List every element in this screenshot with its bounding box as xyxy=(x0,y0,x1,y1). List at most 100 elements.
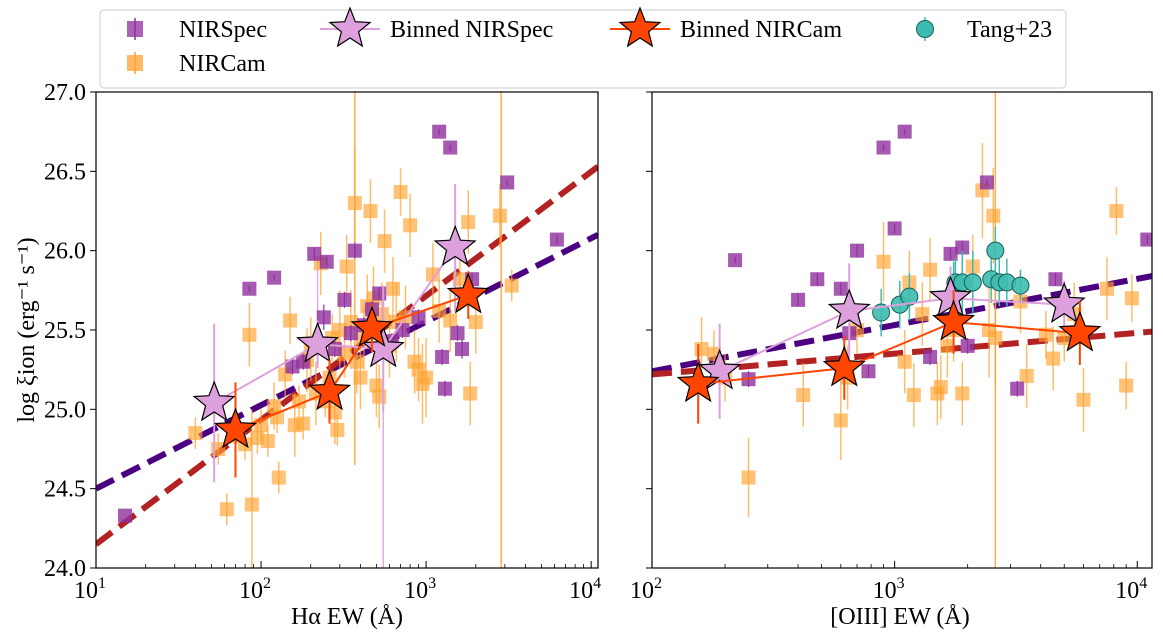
right-nircam-point xyxy=(1076,392,1091,407)
right-nircam-point xyxy=(1109,204,1124,218)
left-nirspec-point xyxy=(337,292,352,307)
right-nirspec-point xyxy=(861,364,876,379)
left-fit-red-line xyxy=(96,164,598,547)
left-binned-nircam-line xyxy=(235,294,469,431)
right-nirspec-point xyxy=(923,349,938,364)
left-nircam-point xyxy=(463,386,478,401)
left-fit-purple-line xyxy=(96,232,598,492)
left-nircam-point xyxy=(419,370,434,385)
left-xtick-label: 102 xyxy=(239,575,271,604)
left-nirspec-point xyxy=(455,342,470,357)
legend-item-binned-nirspec: Binned NIRSpec xyxy=(320,6,553,48)
legend-circle-marker xyxy=(916,20,934,38)
left-nirspec-point xyxy=(242,281,257,296)
left-nircam-point xyxy=(353,370,368,385)
legend-star-marker xyxy=(618,6,662,48)
left-binned-nirspec-star xyxy=(433,224,477,266)
left-nircam-point xyxy=(452,272,467,287)
left-nircam-point xyxy=(219,502,234,517)
left-nircam-point xyxy=(296,416,311,431)
right-nirspec-point xyxy=(897,124,912,139)
left-nircam-point xyxy=(327,405,342,420)
right-nircam-point xyxy=(1124,291,1139,306)
legend-label: NIRSpec xyxy=(179,17,267,43)
right-binned-nirspec-star xyxy=(1042,281,1086,323)
left-ytick-label: 26.0 xyxy=(44,239,86,265)
left-nirspec-point xyxy=(118,508,133,523)
left-nirspec-point xyxy=(347,243,362,258)
left-nircam-point xyxy=(432,303,447,318)
left-nircam-point xyxy=(461,215,476,230)
left-nirspec-point xyxy=(437,381,452,396)
right-xlabel: [OIII] EW (Å) xyxy=(830,604,970,630)
right-nircam-point xyxy=(876,254,891,269)
right-nircam-point xyxy=(796,388,811,403)
left-nircam-point xyxy=(468,315,483,330)
right-nircam-point xyxy=(923,262,938,277)
left-nirspec-point xyxy=(443,140,458,155)
left-nirspec-point xyxy=(549,232,564,247)
right-nircam-point xyxy=(988,330,1003,345)
left-xlabel: Hα EW (Å) xyxy=(291,604,403,630)
right-nirspec-point xyxy=(1048,272,1063,287)
right-binned-nircam-star xyxy=(822,345,866,387)
right-tang-point xyxy=(900,287,919,306)
right-nirspec-point xyxy=(943,246,958,261)
left-binned-nirspec-star xyxy=(296,321,340,363)
left-nircam-point xyxy=(242,327,257,342)
right-binned-nirspec-star xyxy=(698,348,742,390)
left-nircam-point xyxy=(363,204,378,218)
left-ytick-label: 25.5 xyxy=(44,318,86,344)
right-nircam-point xyxy=(906,388,921,403)
right-nirspec-point xyxy=(728,253,743,268)
left-nircam-point xyxy=(283,313,298,328)
right-binned-nirspec-star xyxy=(827,288,871,330)
right-nirspec-point xyxy=(833,281,848,296)
right-nirspec-point xyxy=(876,140,891,155)
left-nirspec-point xyxy=(307,246,322,261)
right-nircam-point xyxy=(1119,378,1134,393)
left-nirspec-point xyxy=(500,175,515,190)
left-nircam-point xyxy=(343,315,358,330)
right-nircam-point xyxy=(1046,351,1061,366)
right-nircam-point xyxy=(741,470,756,485)
right-binned-nircam-star xyxy=(676,361,720,403)
legend-square-marker xyxy=(127,21,143,37)
left-ylabel: log ξion (erg⁻¹ s⁻¹) xyxy=(14,237,40,422)
left-nircam-point xyxy=(385,281,400,296)
left-nirspec-point xyxy=(267,270,282,285)
right-ticks: 102 103 104 xyxy=(630,91,1147,604)
legend-item-tang-23: Tang+23 xyxy=(916,17,1052,43)
right-nirspec-point xyxy=(960,338,975,353)
left-nircam-point xyxy=(244,497,259,512)
left-ytick-label: 27.0 xyxy=(44,80,86,106)
legend-square-marker xyxy=(127,55,143,71)
left-panel: 101 102 103 10424.024.525.025.526.026.527.0… xyxy=(14,80,601,630)
left-binned-nirspec-star xyxy=(192,380,236,422)
right-binned-nircam-line xyxy=(698,321,1080,385)
right-nirspec-point xyxy=(955,240,970,255)
right-nircam-point xyxy=(940,338,955,353)
left-binned-nircam-star xyxy=(308,369,352,411)
left-xtick-label: 104 xyxy=(569,575,601,604)
left-nircam-point xyxy=(393,184,408,199)
left-nircam-point xyxy=(271,470,286,485)
legend-label: Binned NIRCam xyxy=(680,17,842,43)
left-nirspec-point xyxy=(316,310,331,325)
left-nirspec-point xyxy=(450,326,465,341)
left-nircam-point xyxy=(492,208,507,223)
left-binned-nircam-star xyxy=(446,272,490,314)
right-nircam-point xyxy=(694,342,709,357)
left-nirspec-point xyxy=(343,326,358,341)
right-nirspec-point xyxy=(887,221,902,236)
legend-label: Binned NIRSpec xyxy=(390,17,553,43)
right-nirspec-point xyxy=(810,272,825,287)
right-nircam-point xyxy=(986,208,1001,223)
right-binned-nirspec-line xyxy=(719,297,1065,373)
legend-item-nircam: NIRCam xyxy=(127,51,266,77)
left-binned-nirspec-star xyxy=(361,326,405,368)
left-binned-nirspec-line xyxy=(213,246,457,404)
right-nircam-point xyxy=(933,380,948,395)
left-nircam-point xyxy=(332,323,347,337)
